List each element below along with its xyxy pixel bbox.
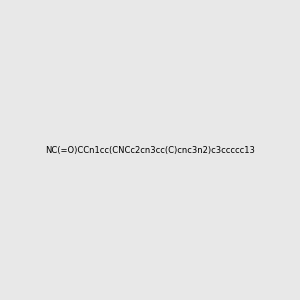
Text: NC(=O)CCn1cc(CNCc2cn3cc(C)cnc3n2)c3ccccc13: NC(=O)CCn1cc(CNCc2cn3cc(C)cnc3n2)c3ccccc…: [45, 146, 255, 154]
